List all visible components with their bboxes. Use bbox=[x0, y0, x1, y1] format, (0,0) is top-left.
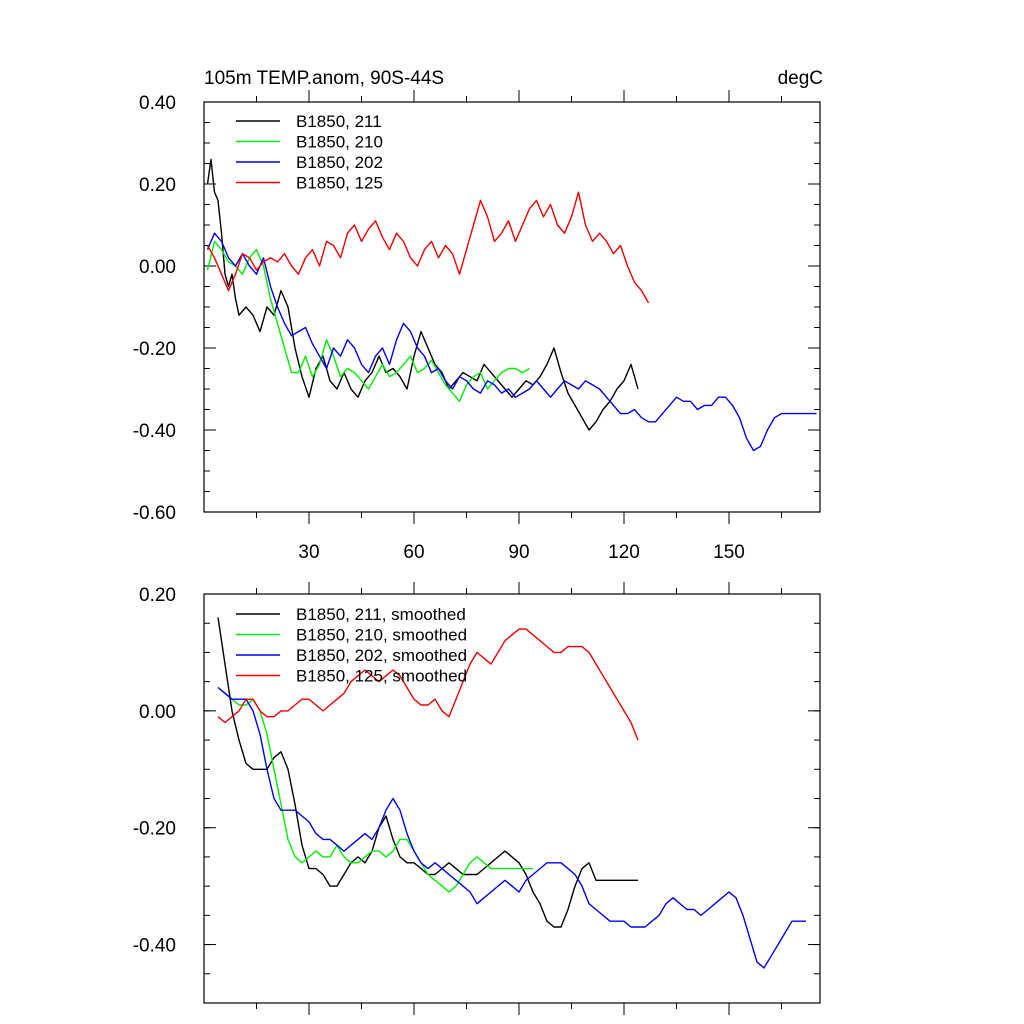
series-line-b1850-210 bbox=[206, 240, 530, 402]
y-tick-label: -0.40 bbox=[133, 421, 176, 442]
x-tick-label: 90 bbox=[508, 542, 529, 563]
y-tick-label: 0.40 bbox=[139, 93, 176, 114]
bottom-panel: 0.20 0.00 -0.20 -0.40 B1850, 211, smoothed B1… bbox=[133, 582, 821, 1015]
series-line-b1850-210-smoothed bbox=[217, 686, 533, 893]
series-line-b1850-202 bbox=[206, 232, 817, 452]
y-tick-label: -0.60 bbox=[133, 503, 176, 524]
series-line-b1850-125 bbox=[206, 191, 650, 304]
legend-label: B1850, 202 bbox=[296, 153, 383, 172]
y-tick-label: 0.20 bbox=[139, 175, 176, 196]
x-tick-label: 30 bbox=[298, 542, 319, 563]
top-panel: 105m TEMP.anom, 90S-44S degC 0.40 0.20 0.0… bbox=[133, 68, 823, 563]
y-tick-label: 0.00 bbox=[139, 702, 176, 723]
legend-label: B1850, 202, smoothed bbox=[296, 646, 467, 665]
x-tick-label: 60 bbox=[403, 542, 424, 563]
y-tick-label: -0.40 bbox=[133, 936, 176, 957]
series-line-b1850-202-smoothed bbox=[217, 686, 806, 969]
chart-title: 105m TEMP.anom, 90S-44S bbox=[204, 68, 444, 89]
series-line-b1850-125-smoothed bbox=[217, 628, 639, 741]
y-tick-label: -0.20 bbox=[133, 339, 176, 360]
x-tick-label: 120 bbox=[608, 542, 640, 563]
y-tick-label: 0.20 bbox=[139, 585, 176, 606]
series-line-b1850-211 bbox=[206, 158, 639, 431]
y-tick-label: -0.20 bbox=[133, 819, 176, 840]
y-tick-label: 0.00 bbox=[139, 257, 176, 278]
legend-label: B1850, 211, smoothed bbox=[296, 605, 466, 624]
legend-label: B1850, 125 bbox=[296, 174, 383, 193]
x-tick-label: 150 bbox=[713, 542, 745, 563]
legend-label: B1850, 211 bbox=[296, 112, 382, 131]
legend-label: B1850, 210 bbox=[296, 133, 383, 152]
legend-label: B1850, 210, smoothed bbox=[296, 626, 467, 645]
legend-label: B1850, 125, smoothed bbox=[296, 667, 467, 686]
units-label: degC bbox=[778, 68, 823, 89]
